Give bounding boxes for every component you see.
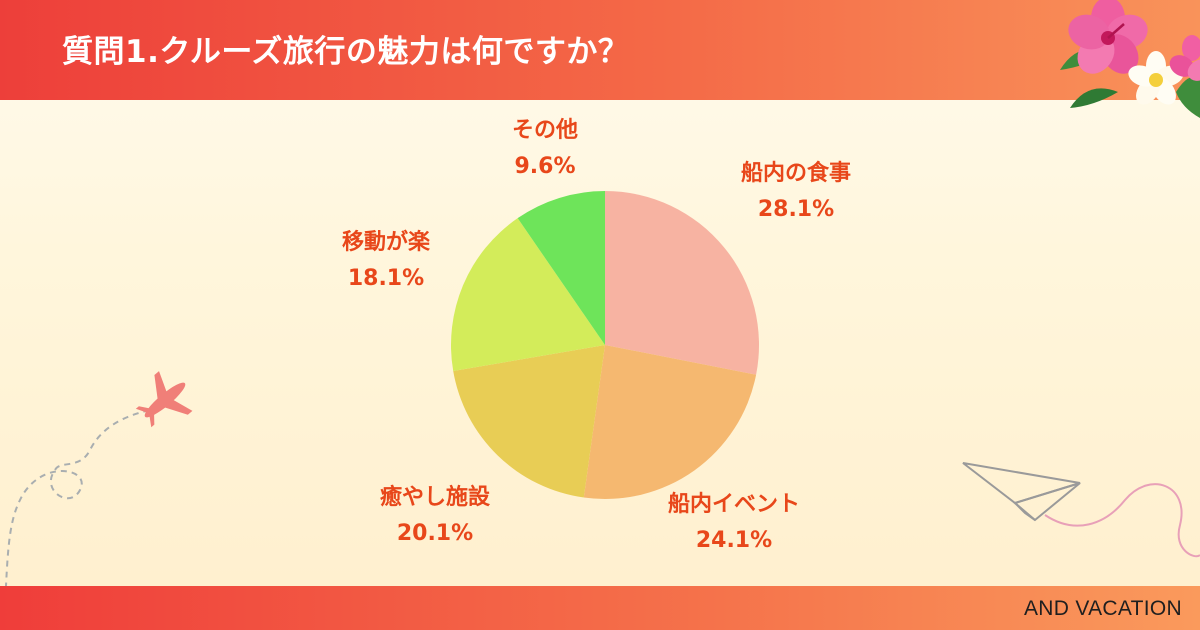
slice-onboard-events bbox=[583, 345, 757, 499]
slice-label-value: 18.1% bbox=[347, 266, 425, 291]
slice-label-value: 20.1% bbox=[396, 521, 474, 546]
slice-other bbox=[517, 191, 605, 345]
hibiscus-flower-icon bbox=[1060, 0, 1200, 118]
pie-label-onboard-events: 船内イベント 24.1% bbox=[634, 487, 834, 559]
slice-label-value: 9.6% bbox=[514, 154, 576, 179]
slice-label-name: 移動が楽 bbox=[341, 230, 430, 255]
slice-label-name: 船内イベント bbox=[667, 492, 800, 517]
slice-label-name: 癒やし施設 bbox=[379, 485, 490, 510]
slice-relaxation bbox=[453, 345, 605, 498]
slice-label-value: 24.1% bbox=[695, 528, 773, 553]
pie-chart bbox=[450, 191, 760, 499]
airplane-icon bbox=[5, 371, 193, 586]
slice-label-value: 28.1% bbox=[757, 197, 835, 222]
pie-label-other: その他 9.6% bbox=[480, 113, 610, 185]
brand-name: AND VACATION bbox=[1023, 597, 1182, 620]
paper-plane-icon bbox=[962, 462, 1200, 558]
page-title: 質問1.クルーズ旅行の魅力は何ですか？ bbox=[62, 34, 630, 70]
slice-easy-travel bbox=[450, 218, 605, 371]
pie-label-easy-travel: 移動が楽 18.1% bbox=[306, 225, 466, 297]
pie-label-relaxation: 癒やし施設 20.1% bbox=[350, 480, 520, 552]
pie-label-onboard-meals: 船内の食事 28.1% bbox=[706, 156, 886, 228]
slice-label-name: その他 bbox=[511, 118, 578, 143]
slice-onboard-meals bbox=[605, 191, 760, 375]
slice-label-name: 船内の食事 bbox=[740, 161, 851, 186]
title-banner: 質問1.クルーズ旅行の魅力は何ですか？ bbox=[0, 0, 1200, 100]
footer-band bbox=[0, 586, 1200, 630]
